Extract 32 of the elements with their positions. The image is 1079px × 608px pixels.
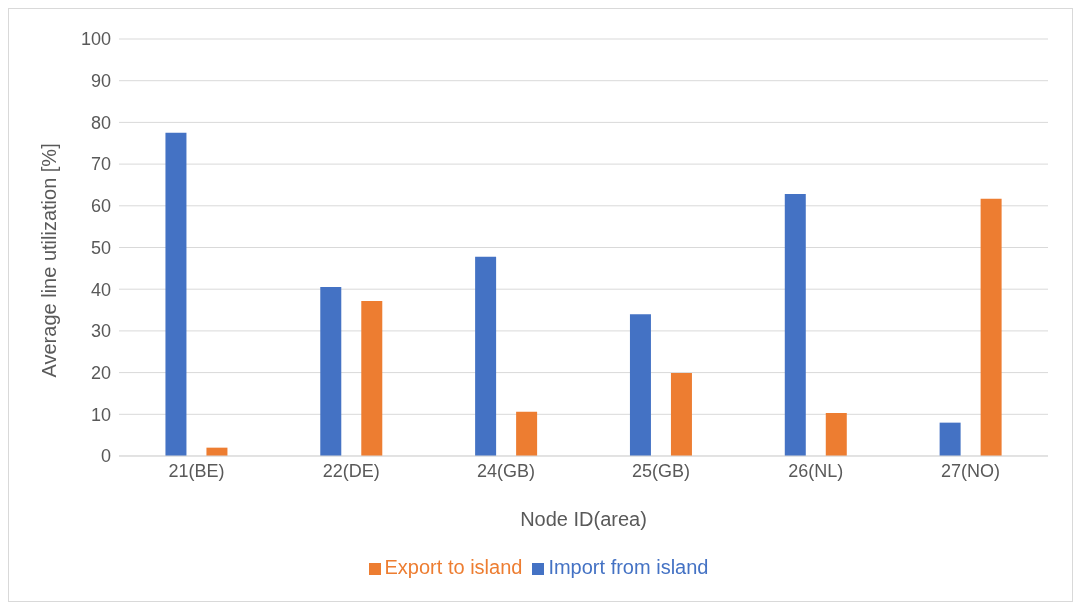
y-tick-label: 70 bbox=[90, 154, 111, 175]
bar bbox=[939, 422, 961, 456]
bar bbox=[980, 198, 1002, 456]
x-tick-label: 21(BE) bbox=[168, 460, 225, 481]
y-tick-label: 10 bbox=[90, 404, 111, 425]
x-tick-label: 22(DE) bbox=[322, 460, 380, 481]
bar bbox=[475, 256, 497, 456]
y-tick-label: 90 bbox=[90, 71, 111, 92]
y-tick-label: 40 bbox=[90, 279, 111, 300]
y-axis-title: Average line utilization [%] bbox=[38, 143, 61, 378]
bar bbox=[784, 194, 806, 456]
y-tick-label: 30 bbox=[90, 321, 111, 342]
x-tick-label: 24(GB) bbox=[477, 460, 536, 481]
y-tick-label: 20 bbox=[90, 362, 111, 383]
x-axis-title: Node ID(area) bbox=[520, 508, 647, 530]
x-tick-label: 27(NO) bbox=[941, 460, 1001, 481]
y-tick-label: 100 bbox=[80, 29, 111, 50]
x-tick-label: 25(GB) bbox=[631, 460, 690, 481]
bar bbox=[361, 300, 383, 456]
y-tick-label: 80 bbox=[90, 112, 111, 133]
y-tick-label: 50 bbox=[90, 237, 111, 258]
y-tick-label: 0 bbox=[100, 446, 111, 467]
bar bbox=[629, 314, 651, 456]
bar bbox=[516, 411, 538, 456]
bar bbox=[320, 287, 342, 456]
y-tick-label: 60 bbox=[90, 196, 111, 217]
legend-label: Export to island bbox=[384, 556, 523, 578]
x-tick-label: 26(NL) bbox=[788, 460, 844, 481]
bar bbox=[165, 132, 187, 456]
legend-label: Import from island bbox=[548, 556, 709, 578]
bar bbox=[825, 413, 847, 456]
bar bbox=[670, 373, 692, 456]
